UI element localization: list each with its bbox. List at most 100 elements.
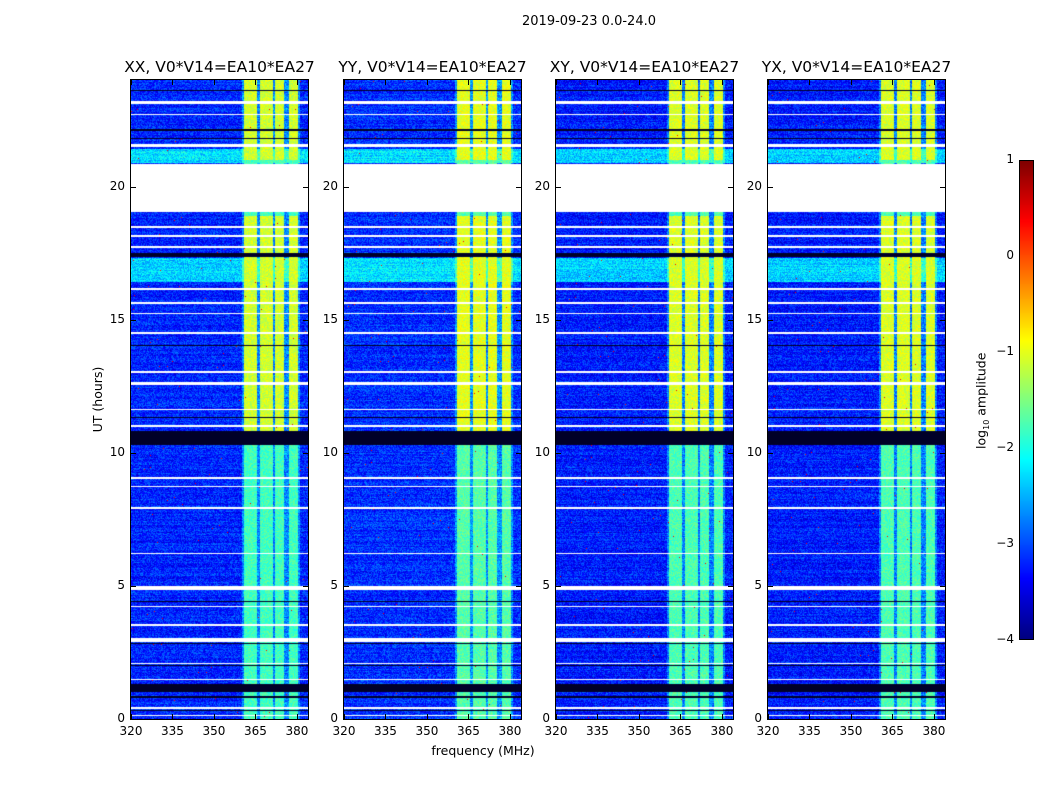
panel-title: XX, V0*V14=EA10*EA27 (124, 58, 315, 76)
panel-title: YX, V0*V14=EA10*EA27 (761, 58, 952, 76)
x-tick-label: 350 (202, 724, 226, 738)
x-tick-mark (131, 80, 132, 85)
heatmap-panel (767, 79, 946, 720)
x-tick-mark (638, 714, 640, 719)
x-tick-label: 320 (544, 724, 568, 738)
x-tick-mark (933, 80, 935, 85)
y-tick-mark (556, 719, 561, 720)
y-tick-label: 5 (330, 577, 338, 592)
y-tick-mark (768, 186, 773, 188)
y-tick-label: 0 (330, 711, 338, 725)
x-tick-mark (809, 80, 811, 85)
y-tick-mark (131, 719, 136, 720)
x-tick-mark (809, 714, 811, 719)
x-tick-mark (850, 714, 852, 719)
y-tick-label: 15 (534, 311, 550, 326)
x-tick-label: 335 (161, 724, 184, 738)
y-tick-label: 10 (109, 444, 125, 459)
heatmap-panel (343, 79, 522, 720)
x-tick-mark (385, 714, 387, 719)
colorbar-tick-label: 0 (1006, 248, 1014, 262)
colorbar-tick-label: −2 (996, 440, 1014, 454)
x-tick-label: 350 (415, 724, 439, 738)
panel-title: XY, V0*V14=EA10*EA27 (549, 58, 740, 76)
x-tick-mark (426, 714, 428, 719)
colorbar-tick-label: 1 (1006, 152, 1014, 166)
x-tick-mark (213, 80, 215, 85)
x-tick-label: 365 (881, 724, 904, 738)
y-tick-mark (940, 585, 945, 587)
x-tick-label: 335 (798, 724, 821, 738)
x-tick-mark (638, 80, 640, 85)
figure-title: 2019-09-23 0.0-24.0 (522, 14, 656, 29)
y-tick-mark (516, 452, 521, 454)
x-tick-mark (850, 80, 852, 85)
x-tick-mark (296, 714, 298, 719)
y-tick-mark (556, 452, 561, 454)
y-tick-label: 20 (534, 178, 550, 193)
x-tick-mark (344, 80, 345, 85)
y-tick-label: 20 (322, 178, 338, 193)
y-tick-label: 15 (746, 311, 762, 326)
y-tick-label: 5 (117, 577, 125, 592)
y-tick-mark (768, 719, 773, 720)
x-tick-label: 320 (332, 724, 356, 738)
heatmap-cells (556, 80, 733, 719)
y-tick-label: 10 (534, 444, 550, 459)
x-axis-label: frequency (MHz) (431, 743, 535, 758)
y-tick-mark (728, 585, 733, 587)
x-tick-mark (721, 714, 723, 719)
y-tick-label: 5 (754, 577, 762, 592)
x-tick-mark (509, 80, 511, 85)
y-tick-mark (131, 585, 136, 587)
y-tick-mark (940, 452, 945, 454)
x-tick-mark (172, 80, 174, 85)
x-tick-mark (296, 80, 298, 85)
x-tick-mark (255, 714, 257, 719)
y-tick-mark (556, 319, 561, 321)
y-axis-label: UT (hours) (90, 366, 105, 433)
x-tick-mark (597, 80, 599, 85)
y-tick-mark (768, 319, 773, 321)
y-tick-mark (728, 319, 733, 321)
x-tick-label: 380 (710, 724, 734, 738)
y-tick-mark (516, 719, 521, 720)
x-tick-mark (680, 80, 682, 85)
y-tick-mark (344, 719, 349, 720)
y-tick-mark (940, 719, 945, 720)
y-tick-mark (768, 452, 773, 454)
x-tick-mark (768, 80, 769, 85)
colorbar-tick-label: −1 (996, 344, 1014, 358)
x-tick-label: 365 (669, 724, 692, 738)
x-tick-mark (597, 714, 599, 719)
x-tick-mark (344, 714, 345, 719)
y-tick-mark (131, 452, 136, 454)
y-tick-label: 0 (542, 711, 550, 725)
y-tick-label: 5 (542, 577, 550, 592)
x-tick-mark (933, 714, 935, 719)
y-tick-label: 10 (746, 444, 762, 459)
y-tick-mark (303, 452, 308, 454)
y-tick-label: 0 (754, 711, 762, 725)
y-tick-mark (303, 319, 308, 321)
x-tick-label: 365 (244, 724, 267, 738)
y-tick-mark (344, 585, 349, 587)
y-tick-mark (516, 186, 521, 188)
y-tick-mark (728, 186, 733, 188)
x-tick-label: 350 (627, 724, 651, 738)
x-tick-label: 320 (756, 724, 780, 738)
x-tick-mark (768, 714, 769, 719)
y-tick-mark (556, 585, 561, 587)
x-tick-mark (509, 714, 511, 719)
y-tick-label: 20 (109, 178, 125, 193)
y-tick-mark (131, 319, 136, 321)
x-tick-mark (213, 714, 215, 719)
x-tick-mark (892, 714, 894, 719)
x-tick-mark (131, 714, 132, 719)
panel-title: YY, V0*V14=EA10*EA27 (338, 58, 527, 76)
y-tick-label: 15 (322, 311, 338, 326)
y-tick-mark (728, 452, 733, 454)
x-tick-mark (385, 80, 387, 85)
y-tick-mark (303, 719, 308, 720)
x-tick-label: 365 (457, 724, 480, 738)
